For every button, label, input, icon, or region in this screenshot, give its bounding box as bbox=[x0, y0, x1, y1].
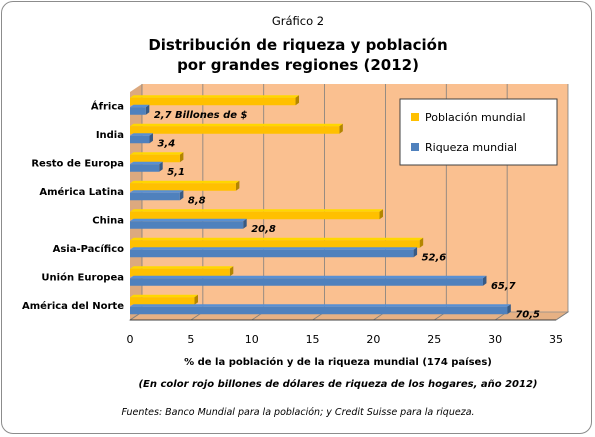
bar-riqueza bbox=[130, 306, 508, 315]
x-tick-label: 35 bbox=[549, 333, 563, 346]
x-tick-label: 25 bbox=[427, 333, 441, 346]
category-label: India bbox=[96, 130, 124, 141]
bar-riqueza-top bbox=[130, 247, 418, 250]
bar-riqueza bbox=[130, 135, 150, 144]
category-label: Asia-Pacífico bbox=[53, 243, 125, 255]
category-label: Resto de Europa bbox=[31, 158, 124, 169]
chart-title-line-1: Distribución de riqueza y población bbox=[148, 36, 447, 54]
legend-swatch-poblacion bbox=[411, 113, 419, 121]
x-tick-label: 30 bbox=[488, 333, 502, 346]
bar-poblacion-side bbox=[229, 266, 234, 277]
x-tick-label: 0 bbox=[127, 333, 134, 346]
bar-riqueza-top bbox=[130, 161, 163, 165]
data-label: 3,4 bbox=[157, 138, 175, 149]
category-label: China bbox=[92, 215, 124, 226]
bar-poblacion-top bbox=[130, 266, 234, 269]
gridline-x bbox=[555, 84, 569, 321]
data-label: 70,5 bbox=[515, 309, 540, 320]
category-label: América Latina bbox=[39, 186, 124, 198]
legend-box bbox=[399, 98, 558, 166]
bar-riqueza-top bbox=[130, 190, 184, 193]
bar-poblacion-top bbox=[130, 209, 384, 212]
bar-riqueza-top bbox=[130, 218, 247, 222]
bar-riqueza bbox=[130, 107, 146, 115]
legend: Población mundial Riqueza mundial bbox=[399, 98, 558, 166]
bar-poblacion-side bbox=[295, 95, 300, 106]
bar-riqueza bbox=[130, 221, 244, 229]
category-label: América del Norte bbox=[22, 300, 124, 312]
category-label: Unión Europea bbox=[41, 271, 124, 283]
chart-source: Fuentes: Banco Mundial para la población… bbox=[121, 407, 474, 418]
bar-riqueza-side bbox=[413, 247, 418, 258]
bar-riqueza-top bbox=[130, 304, 511, 307]
data-label: 65,7 bbox=[491, 281, 516, 292]
bar-poblacion-top bbox=[130, 294, 199, 298]
bar-poblacion-top bbox=[130, 123, 343, 127]
bar-poblacion bbox=[130, 268, 230, 277]
bar-riqueza-top bbox=[130, 133, 153, 136]
bar-riqueza-side bbox=[482, 275, 487, 286]
bar-riqueza-side bbox=[507, 304, 511, 315]
bar-riqueza-side bbox=[145, 104, 150, 115]
bar-riqueza bbox=[130, 164, 160, 172]
bar-poblacion bbox=[130, 240, 420, 248]
bar-poblacion-top bbox=[130, 237, 424, 241]
chart-note: (En color rojo billones de dólares de ri… bbox=[138, 378, 537, 390]
bar-poblacion-side bbox=[379, 209, 384, 220]
data-label: 2,7 Billones de $ bbox=[154, 110, 248, 121]
bar-poblacion bbox=[130, 297, 195, 305]
bar-riqueza-side bbox=[159, 161, 163, 172]
data-label: 5,1 bbox=[167, 167, 185, 178]
x-tick-label: 15 bbox=[306, 333, 320, 346]
legend-label-riqueza: Riqueza mundial bbox=[425, 141, 517, 154]
bar-riqueza-top bbox=[130, 104, 150, 108]
bar-poblacion-top bbox=[130, 95, 300, 98]
bar-riqueza-side bbox=[179, 190, 184, 201]
x-axis-title: % de la población y de la riqueza mundia… bbox=[184, 356, 492, 368]
bar-riqueza-top bbox=[130, 275, 487, 279]
bar-riqueza-side bbox=[149, 133, 153, 144]
bar-poblacion-top bbox=[130, 152, 184, 155]
bar-poblacion bbox=[130, 183, 236, 191]
legend-swatch-riqueza bbox=[411, 143, 419, 151]
bar-riqueza bbox=[130, 192, 180, 201]
data-label: 52,6 bbox=[422, 252, 447, 263]
chart-kicker: Gráfico 2 bbox=[272, 14, 324, 28]
bar-riqueza-side bbox=[243, 218, 247, 229]
bar-poblacion bbox=[130, 97, 296, 106]
x-tick-label: 5 bbox=[187, 333, 194, 346]
bar-poblacion-side bbox=[235, 180, 240, 191]
bar-poblacion bbox=[130, 211, 380, 220]
bar-poblacion bbox=[130, 126, 340, 134]
bar-poblacion-top bbox=[130, 180, 240, 184]
bar-poblacion-side bbox=[419, 237, 424, 248]
legend-label-poblacion: Población mundial bbox=[425, 111, 526, 124]
bar-poblacion-side bbox=[339, 123, 343, 134]
bar-poblacion-side bbox=[179, 152, 184, 163]
bar-poblacion bbox=[130, 154, 180, 163]
chart-title-line-2: por grandes regiones (2012) bbox=[177, 56, 419, 74]
data-label: 20,8 bbox=[251, 224, 276, 235]
x-tick-label: 10 bbox=[245, 333, 259, 346]
bar-riqueza bbox=[130, 249, 414, 258]
category-label: África bbox=[91, 99, 124, 112]
bar-riqueza bbox=[130, 278, 483, 286]
x-tick-label: 20 bbox=[366, 333, 380, 346]
data-label: 8,8 bbox=[188, 195, 206, 206]
bar-poblacion-side bbox=[194, 294, 199, 305]
